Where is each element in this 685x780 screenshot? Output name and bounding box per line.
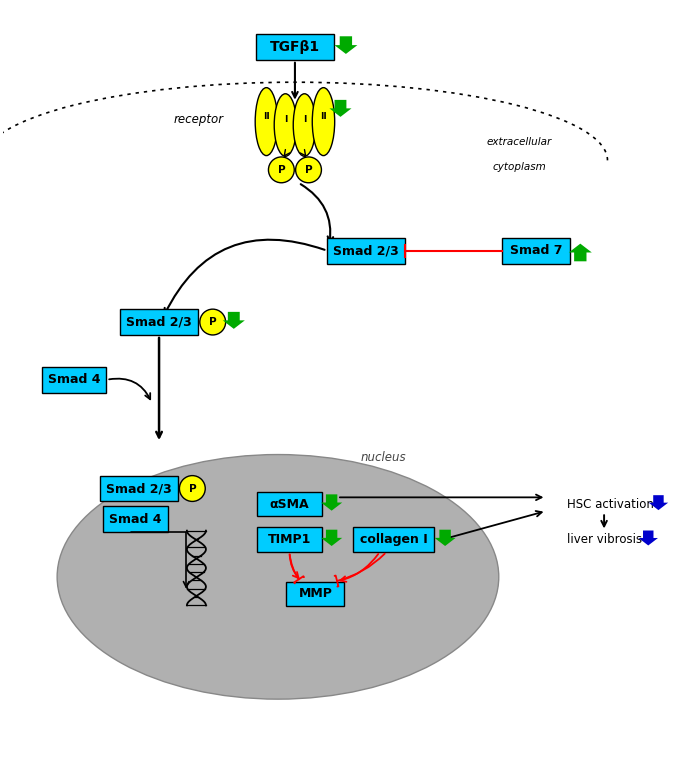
- FancyArrow shape: [321, 495, 342, 511]
- Text: Smad 4: Smad 4: [109, 512, 162, 526]
- Text: receptor: receptor: [173, 113, 223, 126]
- Text: Smad 2/3: Smad 2/3: [126, 316, 192, 328]
- Text: P: P: [277, 165, 285, 175]
- FancyBboxPatch shape: [327, 238, 406, 264]
- FancyBboxPatch shape: [256, 34, 334, 60]
- Circle shape: [200, 309, 225, 335]
- Text: cytoplasm: cytoplasm: [493, 162, 546, 172]
- FancyArrow shape: [321, 530, 342, 546]
- Circle shape: [269, 157, 295, 183]
- Ellipse shape: [312, 87, 335, 155]
- Text: αSMA: αSMA: [270, 498, 310, 511]
- Ellipse shape: [256, 87, 277, 155]
- Text: collagen I: collagen I: [360, 533, 427, 546]
- Text: HSC activation: HSC activation: [566, 498, 653, 511]
- Ellipse shape: [57, 455, 499, 699]
- FancyArrow shape: [569, 243, 592, 261]
- FancyArrow shape: [329, 100, 351, 117]
- Text: nucleus: nucleus: [360, 452, 406, 464]
- Text: Smad 4: Smad 4: [48, 374, 101, 386]
- Text: Smad 7: Smad 7: [510, 244, 562, 257]
- FancyArrow shape: [223, 312, 245, 329]
- FancyBboxPatch shape: [502, 238, 570, 264]
- Text: I: I: [284, 115, 287, 124]
- Text: I: I: [303, 115, 306, 124]
- Text: extracellular: extracellular: [486, 137, 552, 147]
- Text: MMP: MMP: [299, 587, 332, 601]
- FancyBboxPatch shape: [258, 527, 322, 551]
- FancyBboxPatch shape: [103, 506, 168, 532]
- Text: P: P: [188, 484, 196, 494]
- Ellipse shape: [293, 94, 316, 156]
- FancyArrow shape: [649, 495, 668, 510]
- Text: P: P: [305, 165, 312, 175]
- FancyBboxPatch shape: [258, 492, 322, 516]
- Circle shape: [296, 157, 321, 183]
- FancyBboxPatch shape: [99, 476, 177, 502]
- Text: II: II: [263, 112, 270, 121]
- Text: II: II: [320, 112, 327, 121]
- FancyArrow shape: [434, 530, 456, 546]
- Ellipse shape: [274, 94, 297, 156]
- FancyBboxPatch shape: [286, 582, 344, 606]
- FancyArrow shape: [334, 37, 358, 54]
- FancyArrow shape: [638, 530, 658, 545]
- Text: TIMP1: TIMP1: [268, 533, 311, 546]
- Text: P: P: [209, 317, 216, 327]
- Text: TGFβ1: TGFβ1: [270, 40, 320, 54]
- Text: Smad 2/3: Smad 2/3: [105, 482, 171, 495]
- Circle shape: [179, 476, 205, 502]
- FancyBboxPatch shape: [120, 309, 198, 335]
- FancyBboxPatch shape: [42, 367, 106, 392]
- FancyBboxPatch shape: [353, 527, 434, 551]
- Text: liver vibrosis: liver vibrosis: [566, 533, 642, 546]
- Text: Smad 2/3: Smad 2/3: [334, 244, 399, 257]
